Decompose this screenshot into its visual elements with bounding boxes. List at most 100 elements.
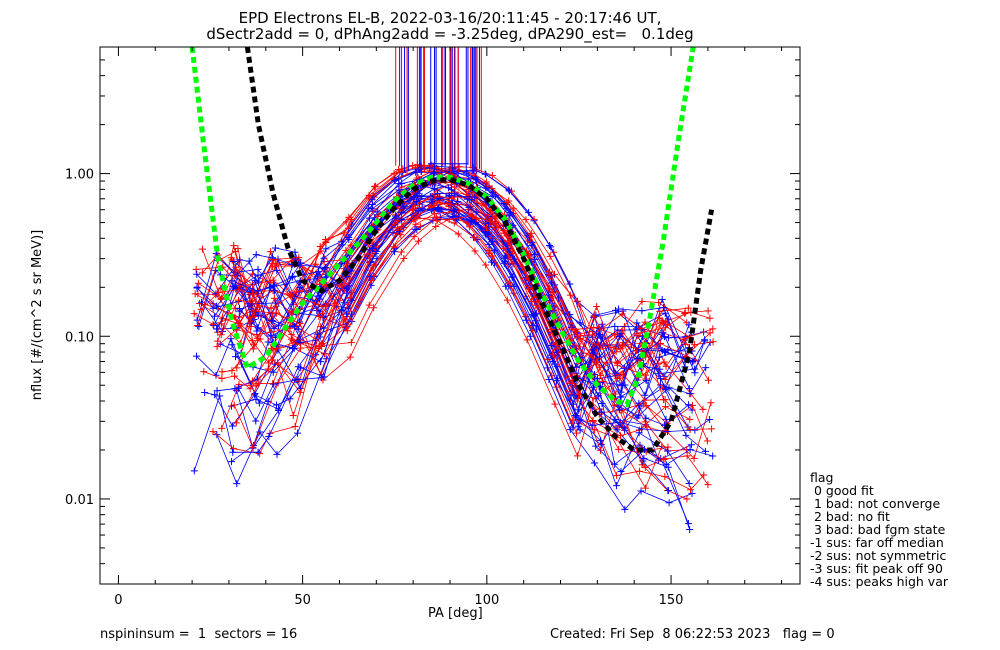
data-point bbox=[525, 208, 533, 216]
data-point bbox=[230, 258, 238, 266]
data-point bbox=[547, 243, 555, 251]
data-point bbox=[414, 237, 422, 245]
data-point bbox=[295, 377, 303, 385]
series-line bbox=[238, 194, 690, 530]
data-point bbox=[210, 312, 218, 320]
data-point bbox=[228, 422, 236, 430]
data-point bbox=[552, 377, 560, 385]
data-point bbox=[271, 262, 279, 270]
data-point bbox=[525, 251, 533, 259]
data-point bbox=[503, 296, 511, 304]
data-point bbox=[246, 385, 254, 393]
data-point bbox=[455, 163, 463, 171]
data-point bbox=[245, 257, 253, 265]
data-point bbox=[482, 178, 490, 186]
data-point bbox=[269, 256, 277, 264]
data-point bbox=[709, 325, 717, 333]
data-point bbox=[426, 164, 434, 172]
data-point bbox=[573, 452, 581, 460]
data-point bbox=[369, 244, 377, 252]
data-point bbox=[410, 233, 418, 241]
data-point bbox=[686, 526, 694, 534]
data-point bbox=[418, 205, 426, 213]
data-point bbox=[232, 266, 240, 274]
data-point bbox=[368, 201, 376, 209]
data-point bbox=[706, 329, 714, 337]
data-point bbox=[554, 294, 562, 302]
y-tick-label: 1.00 bbox=[65, 168, 94, 183]
data-point bbox=[532, 309, 540, 317]
data-point bbox=[450, 207, 458, 215]
data-point bbox=[275, 405, 282, 413]
data-point bbox=[397, 248, 405, 256]
legend-entry: 0 good fit bbox=[810, 483, 874, 498]
data-point bbox=[342, 316, 350, 324]
data-point bbox=[273, 266, 281, 274]
data-point bbox=[228, 277, 236, 285]
data-point bbox=[501, 254, 509, 262]
chart-subtitle: dSectr2add = 0, dPhAng2add = -3.25deg, d… bbox=[206, 25, 694, 43]
data-point bbox=[213, 387, 221, 395]
data-point bbox=[568, 380, 576, 388]
data-point bbox=[621, 381, 629, 389]
footer-right: Created: Fri Sep 8 06:22:53 2023 flag = … bbox=[550, 627, 835, 642]
data-point bbox=[297, 364, 305, 372]
data-point bbox=[707, 399, 715, 407]
data-point bbox=[488, 237, 496, 245]
data-point bbox=[320, 324, 328, 332]
data-point bbox=[436, 199, 444, 207]
data-point bbox=[489, 189, 497, 197]
data-point bbox=[412, 198, 420, 206]
data-point bbox=[433, 217, 441, 225]
data-point bbox=[590, 324, 598, 332]
data-point bbox=[611, 322, 619, 330]
data-point bbox=[198, 245, 206, 253]
data-point bbox=[235, 296, 243, 304]
data-point bbox=[642, 414, 650, 422]
data-point bbox=[612, 348, 620, 356]
data-point bbox=[656, 375, 664, 383]
data-point bbox=[408, 205, 416, 213]
legend-title: flag bbox=[810, 470, 834, 485]
data-point bbox=[267, 304, 275, 312]
data-point bbox=[346, 353, 354, 361]
data-point bbox=[264, 365, 272, 373]
data-point bbox=[573, 429, 581, 437]
data-point bbox=[414, 189, 422, 197]
data-point bbox=[617, 467, 625, 475]
data-point bbox=[689, 357, 697, 365]
data-point bbox=[265, 432, 273, 440]
data-point bbox=[343, 261, 351, 269]
data-point bbox=[529, 322, 537, 330]
series-line bbox=[193, 207, 686, 471]
data-point bbox=[365, 194, 373, 202]
data-point bbox=[345, 282, 353, 290]
data-point bbox=[637, 325, 645, 333]
data-point bbox=[547, 342, 555, 350]
legend-entry: -3 sus: fit peak off 90 bbox=[810, 561, 943, 576]
data-point bbox=[346, 293, 354, 301]
data-point bbox=[340, 229, 348, 237]
data-point bbox=[395, 228, 403, 236]
data-point bbox=[192, 265, 200, 273]
data-point bbox=[686, 426, 694, 434]
data-point bbox=[596, 446, 604, 454]
data-point bbox=[641, 463, 649, 471]
data-point bbox=[709, 338, 717, 346]
data-point bbox=[660, 347, 668, 355]
fit-curve bbox=[189, 46, 696, 408]
data-point bbox=[472, 214, 480, 222]
data-point bbox=[690, 454, 698, 462]
data-point bbox=[294, 376, 302, 384]
data-layer bbox=[190, 47, 717, 534]
data-point bbox=[291, 423, 299, 431]
data-point bbox=[660, 333, 668, 341]
data-point bbox=[615, 445, 623, 453]
data-point bbox=[293, 288, 301, 296]
data-point bbox=[505, 186, 513, 194]
data-point bbox=[271, 244, 279, 252]
data-point bbox=[432, 213, 440, 221]
data-point bbox=[318, 343, 326, 351]
x-tick-label: 150 bbox=[659, 593, 684, 608]
data-point bbox=[504, 237, 512, 245]
